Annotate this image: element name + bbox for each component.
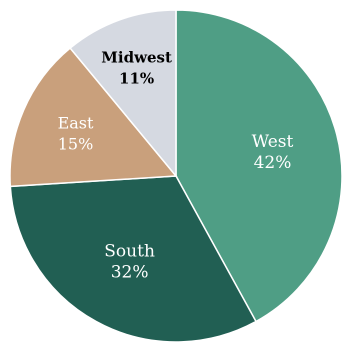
slice-label-south: South: [104, 241, 155, 261]
pie-slice-midwest: [69, 9, 177, 179]
slice-value-west: 42%: [254, 153, 292, 173]
slice-value-east: 15%: [58, 135, 94, 154]
slice-value-south: 32%: [111, 262, 149, 282]
pie-slice-east: [9, 47, 178, 188]
slice-value-midwest: 11%: [119, 70, 154, 88]
pie-slices: [9, 9, 343, 343]
pie-slice-south: [9, 175, 257, 343]
slice-label-midwest: Midwest: [101, 49, 172, 67]
slice-label-east: East: [58, 114, 94, 133]
pie-slice-west: [175, 9, 343, 323]
slice-label-west: West: [252, 132, 294, 152]
